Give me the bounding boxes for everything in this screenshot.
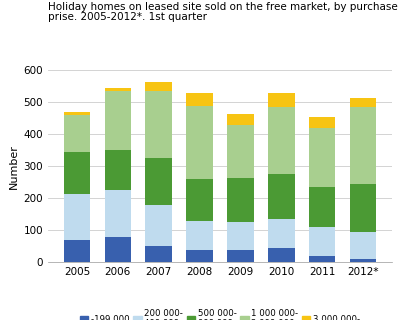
Bar [309,227,336,256]
Text: prise. 2005-2012*. 1st quarter: prise. 2005-2012*. 1st quarter [48,12,207,22]
Bar [145,82,172,91]
Bar [186,179,213,221]
Bar [145,158,172,205]
Bar [186,221,213,250]
Bar [186,250,213,262]
Bar [145,205,172,246]
Text: Holiday homes on leased site sold on the free market, by purchase: Holiday homes on leased site sold on the… [48,2,398,12]
Bar [104,190,131,237]
Bar [309,256,336,262]
Bar [309,187,336,227]
Bar [309,128,336,187]
Bar [227,178,254,222]
Y-axis label: Number: Number [9,144,19,189]
Legend: -199 000, 200 000-
499 999, 500 000-
999 999, 1 000 000-
2 999 000, 3 000 000-: -199 000, 200 000- 499 999, 500 000- 999… [80,309,360,320]
Bar [104,150,131,190]
Bar [309,117,336,128]
Bar [104,88,131,91]
Bar [350,184,376,232]
Bar [350,107,376,184]
Bar [186,93,213,106]
Bar [64,194,90,240]
Bar [268,93,295,107]
Bar [268,107,295,174]
Bar [227,250,254,262]
Bar [145,91,172,158]
Bar [268,248,295,262]
Bar [64,240,90,262]
Bar [350,259,376,262]
Bar [145,246,172,262]
Bar [268,174,295,219]
Bar [350,232,376,259]
Bar [186,106,213,179]
Bar [268,219,295,248]
Bar [104,237,131,262]
Bar [227,222,254,250]
Bar [227,125,254,178]
Bar [104,91,131,150]
Bar [227,114,254,125]
Bar [350,98,376,107]
Bar [64,115,90,152]
Bar [64,152,90,194]
Bar [64,112,90,115]
